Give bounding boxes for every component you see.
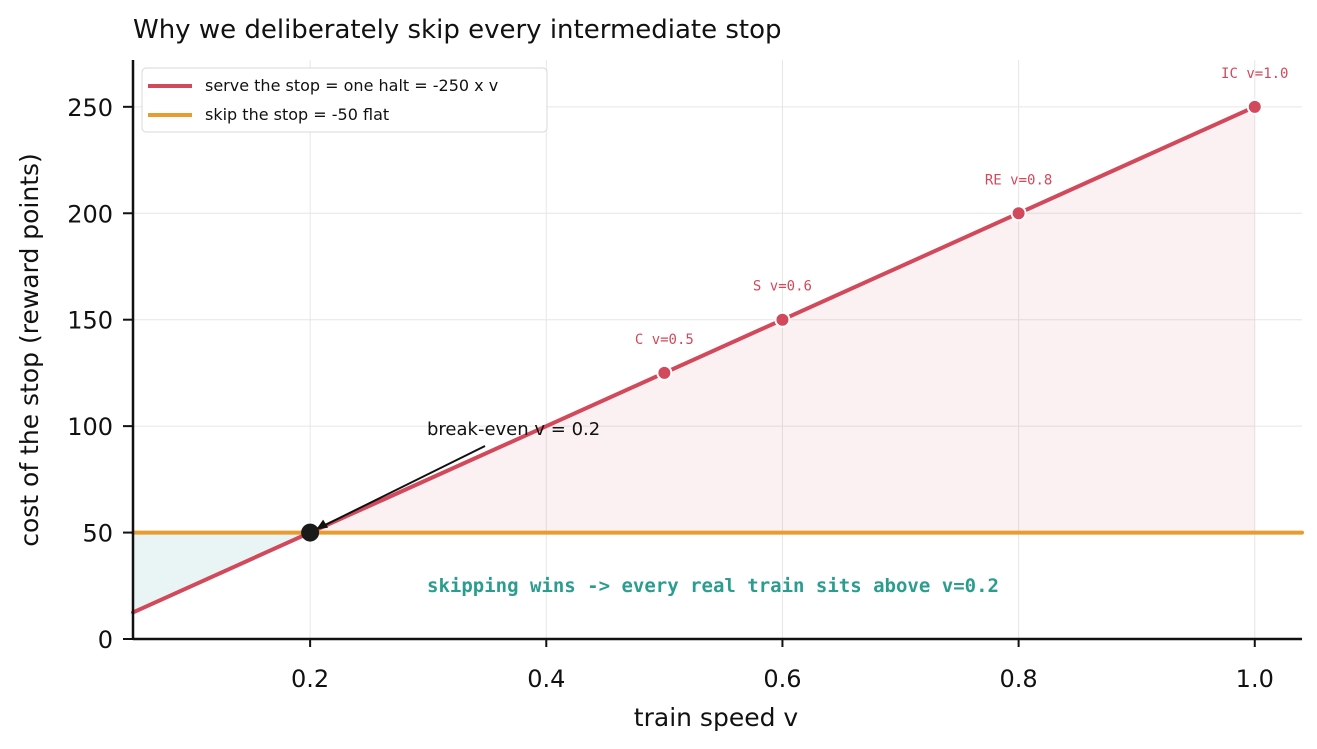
chart-title: Why we deliberately skip every intermedi…	[133, 15, 782, 45]
break-even-arrow	[321, 445, 486, 528]
train-point	[1010, 205, 1027, 222]
train-point-label: IC v=1.0	[1221, 66, 1288, 82]
skipping-wins-annotation: skipping wins -> every real train sits a…	[427, 575, 999, 597]
x-axis-title: train speed v	[634, 703, 799, 732]
legend: serve the stop = one halt = -250 x v ski…	[141, 67, 548, 133]
x-tick-label: 0.8	[1000, 665, 1038, 693]
y-tick-label: 150	[67, 307, 113, 335]
train-point-label: S v=0.6	[753, 279, 812, 295]
y-tick-label: 250	[67, 94, 113, 122]
data-points: C v=0.5 S v=0.6 RE v=0.8 IC v=1.0	[301, 66, 1288, 542]
legend-label-serve: serve the stop = one halt = -250 x v	[205, 76, 498, 95]
x-tick-label: 0.2	[291, 665, 329, 693]
train-point	[774, 311, 791, 328]
y-tick-label: 200	[67, 200, 113, 228]
break-even-label: break-even v = 0.2	[427, 419, 600, 440]
train-point-label: RE v=0.8	[985, 172, 1052, 188]
y-tick-label: 50	[82, 520, 113, 548]
y-axis-title: cost of the stop (reward points)	[15, 153, 44, 547]
x-tick-label: 0.6	[763, 665, 801, 693]
train-point-label: C v=0.5	[635, 332, 694, 348]
axes: 0.2 0.4 0.6 0.8 1.0 0 50 100 150 200 250	[67, 60, 1302, 693]
y-tick-label: 0	[98, 626, 113, 654]
break-even-arrowhead	[316, 519, 329, 530]
legend-label-skip: skip the stop = -50 flat	[205, 105, 389, 124]
x-tick-label: 0.4	[527, 665, 565, 693]
train-point	[1246, 98, 1263, 115]
break-even-point	[301, 523, 320, 542]
train-point	[656, 364, 673, 381]
legend-box	[141, 67, 548, 133]
x-tick-label: 1.0	[1236, 665, 1274, 693]
y-tick-label: 100	[67, 413, 113, 441]
